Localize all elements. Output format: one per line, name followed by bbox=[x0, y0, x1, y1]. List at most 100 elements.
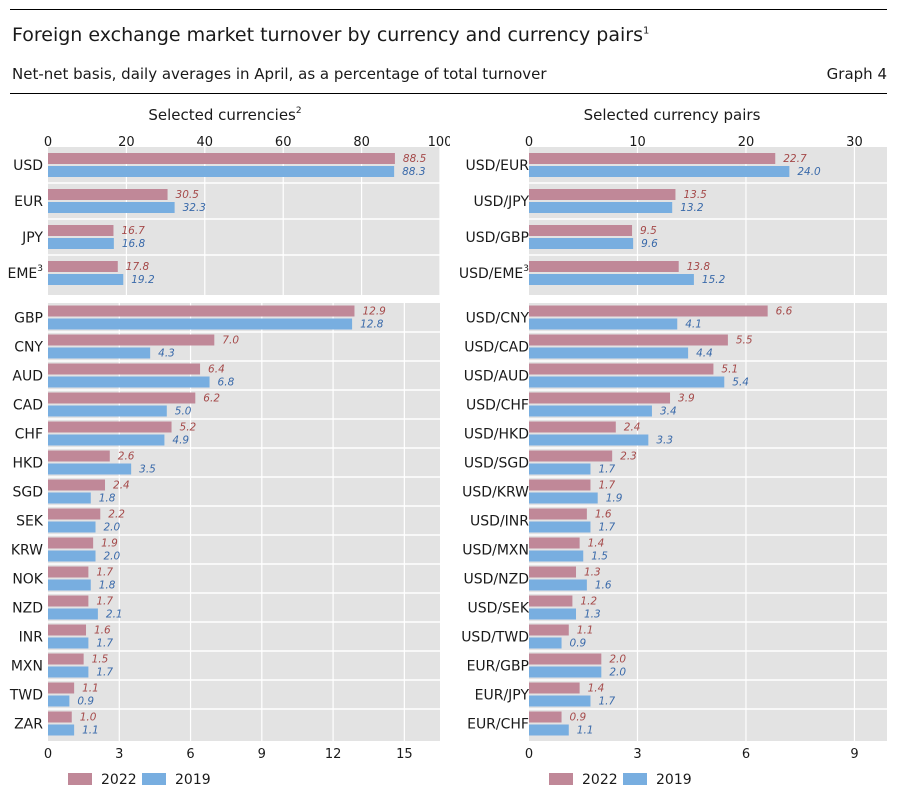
legend-swatch-2019 bbox=[623, 773, 647, 785]
data-label-2022-usd-inr: 1.6 bbox=[595, 509, 612, 521]
bar-2022-cny bbox=[48, 334, 215, 346]
bar-2022-usd-twd bbox=[529, 624, 569, 636]
header-rule bbox=[10, 93, 887, 94]
bar-2019-usd bbox=[48, 166, 395, 177]
category-label-eur-jpy: EUR/JPY bbox=[475, 688, 530, 704]
title-footnote: 1 bbox=[642, 25, 650, 37]
category-label-usd-chf: USD/CHF bbox=[466, 398, 529, 414]
panel-title: Selected currency pairs bbox=[584, 106, 761, 124]
bar-2019-usd-eme bbox=[529, 274, 694, 285]
graph-number: Graph 4 bbox=[826, 65, 887, 83]
data-label-2019-eur-gbp: 2.0 bbox=[609, 667, 626, 679]
category-label-usd-aud: USD/AUD bbox=[464, 369, 529, 385]
bar-2019-usd-sek bbox=[529, 608, 577, 620]
data-label-2022-usd-krw: 1.7 bbox=[598, 480, 615, 492]
x-tick-label: 20 bbox=[118, 135, 135, 150]
data-label-2019-zar: 1.1 bbox=[82, 725, 99, 737]
category-label-twd: TWD bbox=[9, 688, 43, 704]
category-label-usd-eur: USD/EUR bbox=[466, 158, 530, 174]
data-label-2019-usd-jpy: 13.2 bbox=[680, 202, 704, 214]
bar-2022-sek bbox=[48, 508, 101, 520]
bar-2022-twd bbox=[48, 682, 75, 694]
panel-title-footnote: 2 bbox=[296, 106, 302, 116]
data-label-2019-usd-aud: 5.4 bbox=[732, 377, 749, 389]
top-rule bbox=[10, 9, 887, 10]
data-label-2022-usd-cny: 6.6 bbox=[776, 306, 793, 318]
data-label-2019-chf: 4.9 bbox=[172, 435, 189, 447]
data-label-2022-aud: 6.4 bbox=[208, 364, 225, 376]
bar-2022-zar bbox=[48, 711, 72, 723]
bar-2019-aud bbox=[48, 376, 210, 388]
bar-2019-usd-hkd bbox=[529, 434, 649, 446]
panel-title: Selected currencies2 bbox=[148, 106, 301, 124]
data-label-2019-usd-eur: 24.0 bbox=[797, 166, 821, 178]
data-label-2022-krw: 1.9 bbox=[101, 538, 118, 550]
bar-2019-eur-jpy bbox=[529, 695, 591, 707]
category-label-sek: SEK bbox=[16, 514, 44, 530]
data-label-2022-usd-nzd: 1.3 bbox=[584, 567, 601, 579]
bar-2022-jpy bbox=[48, 225, 114, 236]
bar-2019-hkd bbox=[48, 463, 132, 475]
bar-2022-eur-chf bbox=[529, 711, 562, 723]
bar-2022-usd-cad bbox=[529, 334, 728, 346]
bar-2019-cad bbox=[48, 405, 167, 417]
bar-2019-usd-cad bbox=[529, 347, 689, 359]
data-label-2022-zar: 1.0 bbox=[80, 712, 97, 724]
category-label-usd-jpy: USD/JPY bbox=[474, 194, 530, 210]
x-tick-label: 0 bbox=[44, 747, 52, 762]
bar-2022-usd-nzd bbox=[529, 566, 577, 578]
data-label-2019-usd-chf: 3.4 bbox=[660, 406, 677, 418]
bar-2019-cny bbox=[48, 347, 151, 359]
bar-2022-aud bbox=[48, 363, 201, 375]
data-label-2019-krw: 2.0 bbox=[104, 551, 121, 563]
bottom-block: 0 3 6 9 12 15 GBP 12.912.8 CNY 7.0 4.3 AUD 6.46.8 CAD… bbox=[9, 303, 440, 762]
category-label-aud: AUD bbox=[12, 369, 43, 385]
bar-2019-chf bbox=[48, 434, 165, 446]
data-label-2019-eur-chf: 1.1 bbox=[577, 725, 594, 737]
category-label-jpy: JPY bbox=[21, 230, 43, 246]
bar-2019-usd-gbp bbox=[529, 238, 634, 249]
bar-2022-usd-mxn bbox=[529, 537, 580, 549]
data-label-2019-sgd: 1.8 bbox=[99, 493, 116, 505]
category-label-usd-gbp: USD/GBP bbox=[465, 230, 529, 246]
data-label-2022-usd-hkd: 2.4 bbox=[624, 422, 641, 434]
data-label-2019-inr: 1.7 bbox=[96, 638, 113, 650]
bar-2019-usd-jpy bbox=[529, 202, 673, 213]
bar-2022-mxn bbox=[48, 653, 84, 665]
data-label-2019-jpy: 16.8 bbox=[122, 238, 146, 250]
bar-2022-eur-gbp bbox=[529, 653, 602, 665]
category-label-inr: INR bbox=[19, 630, 44, 646]
x-tick-label: 3 bbox=[115, 747, 123, 762]
data-label-2019-usd-sek: 1.3 bbox=[584, 609, 601, 621]
x-tick-label: 3 bbox=[633, 747, 641, 762]
data-label-2019-hkd: 3.5 bbox=[139, 464, 156, 476]
bar-2019-usd-eur bbox=[529, 166, 790, 177]
bar-2022-usd bbox=[48, 153, 395, 164]
legend-label-2022: 2022 bbox=[582, 772, 618, 788]
data-label-2019-usd-gbp: 9.6 bbox=[641, 238, 658, 250]
x-tick-label: 20 bbox=[738, 135, 755, 150]
data-label-2022-usd-eme: 13.8 bbox=[687, 261, 711, 273]
category-label-cny: CNY bbox=[14, 340, 43, 356]
data-label-2019-cad: 5.0 bbox=[175, 406, 192, 418]
figure-subtitle: Net-net basis, daily averages in April, … bbox=[12, 65, 547, 83]
bar-2019-zar bbox=[48, 724, 75, 736]
legend-label-2019: 2019 bbox=[656, 772, 692, 788]
top-block: 0 10 20 30 USD/EUR 22.724.0 USD/JPY 13.513.2 USD… bbox=[459, 135, 887, 295]
data-label-2019-twd: 0.9 bbox=[77, 696, 94, 708]
category-label-usd-eme: USD/EME3 bbox=[459, 264, 529, 282]
bar-2019-usd-mxn bbox=[529, 550, 584, 562]
bar-2019-nzd bbox=[48, 608, 98, 620]
category-label-usd-cad: USD/CAD bbox=[464, 340, 529, 356]
data-label-2019-eur: 32.3 bbox=[183, 202, 206, 214]
category-footnote: 3 bbox=[37, 264, 43, 274]
data-label-2019-eur-jpy: 1.7 bbox=[598, 696, 615, 708]
category-label-usd-krw: USD/KRW bbox=[462, 485, 529, 501]
data-label-2019-usd-hkd: 3.3 bbox=[656, 435, 673, 447]
bar-2022-usd-krw bbox=[529, 479, 591, 491]
data-label-2019-usd-inr: 1.7 bbox=[598, 522, 615, 534]
bar-2022-eur bbox=[48, 189, 168, 200]
data-label-2022-mxn: 1.5 bbox=[92, 654, 109, 666]
bar-2019-usd-krw bbox=[529, 492, 598, 504]
